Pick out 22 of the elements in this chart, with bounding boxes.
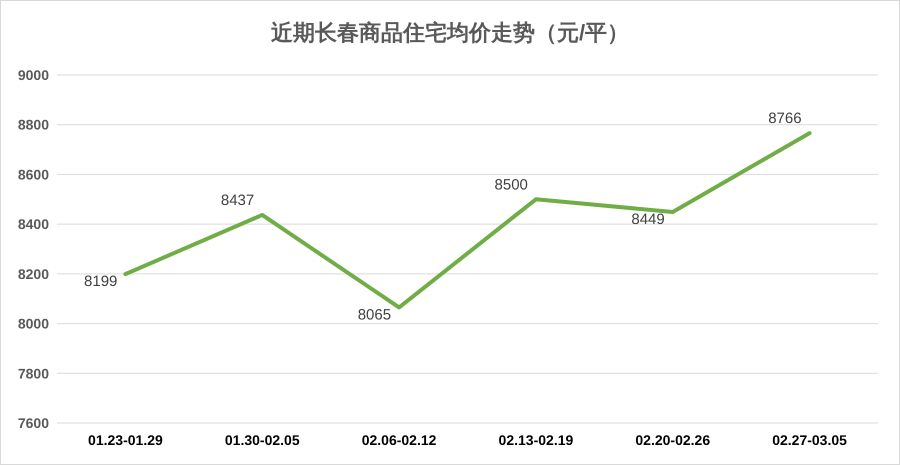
chart-title: 近期长春商品住宅均价走势（元/平） [270, 20, 630, 45]
y-tick-label: 9000 [18, 67, 50, 83]
data-label: 8065 [358, 306, 392, 324]
y-tick-label: 7800 [18, 365, 50, 382]
data-label: 8500 [494, 176, 528, 194]
y-tick-label: 8600 [18, 166, 50, 182]
y-tick-label: 7600 [18, 415, 50, 431]
y-tick-label: 8000 [18, 316, 50, 332]
x-tick-label: 02.20-02.26 [635, 432, 710, 448]
y-tick-label: 8200 [18, 266, 50, 282]
y-tick-label: 8400 [18, 216, 50, 232]
data-label: 8766 [768, 110, 802, 128]
x-tick-label: 02.27-03.05 [772, 432, 848, 448]
data-label: 8449 [631, 210, 665, 228]
data-label: 8199 [84, 273, 118, 290]
x-tick-label: 01.23-01.29 [88, 432, 163, 448]
y-tick-label: 8800 [18, 116, 50, 133]
x-tick-label: 02.13-02.19 [498, 432, 574, 448]
x-tick-label: 02.06-02.12 [362, 432, 437, 448]
data-label: 8437 [220, 192, 254, 209]
line-series [123, 131, 812, 310]
x-tick-label: 01.30-02.05 [224, 432, 300, 448]
